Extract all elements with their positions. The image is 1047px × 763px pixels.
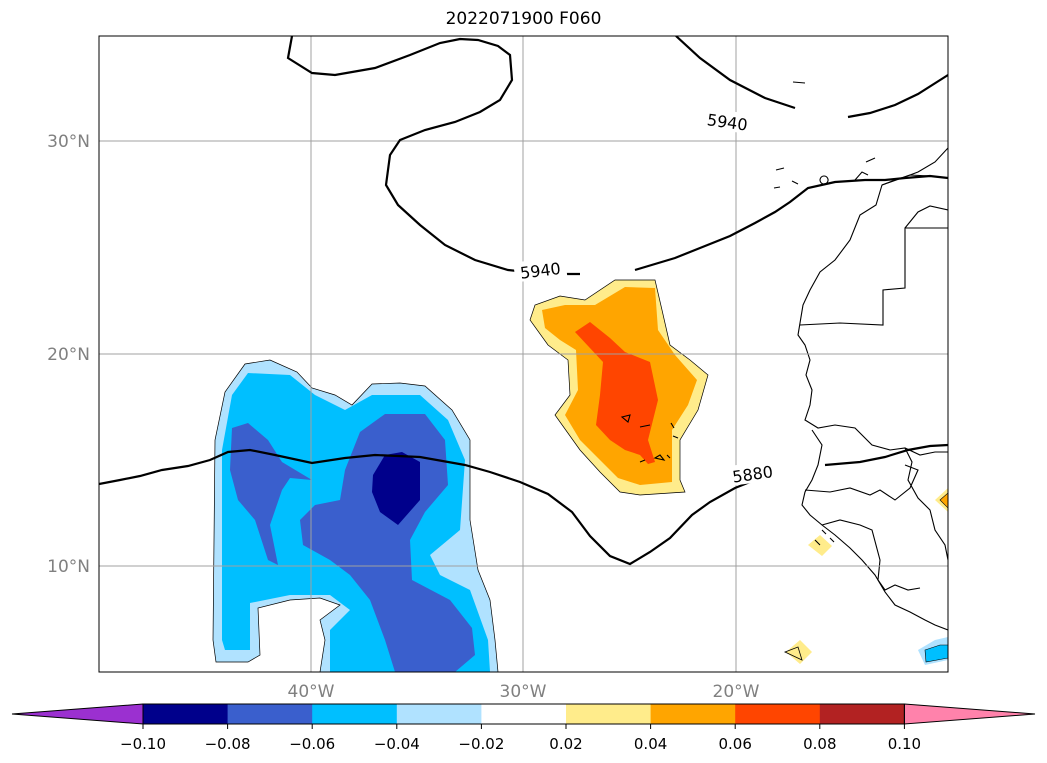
contour-5940-lower-right — [634, 174, 948, 272]
colorbar-swatch-0 — [143, 704, 229, 724]
anomaly-fill-edge-se-inner — [924, 644, 948, 663]
anomaly-outline-small — [783, 646, 803, 661]
colorbar-swatch-3 — [396, 704, 482, 724]
anomaly-fill-plus-004-e — [939, 492, 948, 509]
contour-5940-subtropical-high — [286, 36, 580, 276]
madeira — [792, 81, 806, 84]
colorbar-swatch-4 — [481, 704, 567, 724]
border-western-sahara — [799, 227, 948, 326]
positive-anomaly-region — [529, 279, 948, 664]
lon-label-40w: 40°W — [288, 682, 335, 702]
contour-label-bg-1 — [513, 256, 568, 283]
cape-verde-islands — [620, 414, 679, 463]
canary-islands — [773, 157, 876, 189]
colorbar: −0.10 −0.08 −0.06 −0.04 −0.02 0.02 0.04 0.06 0.0… — [11, 703, 1036, 753]
contour-label-bg-0 — [700, 107, 755, 135]
bijagos-islands — [814, 529, 835, 546]
colorbar-tick-label-6: 0.04 — [634, 735, 667, 753]
coastlines — [620, 81, 948, 631]
colorbar-frame — [142, 703, 905, 725]
anomaly-fill-minus-008 — [372, 452, 420, 525]
colorbar-tick-label-1: −0.08 — [205, 735, 251, 753]
border-guinea — [821, 519, 921, 591]
colorbar-tick-label-9: 0.10 — [888, 735, 921, 753]
colorbar-extend-low — [11, 703, 144, 725]
colorbar-swatch-1 — [227, 704, 313, 724]
map-title: 2022071900 F060 — [445, 9, 602, 29]
map-frame — [98, 35, 949, 673]
negative-anomaly-region — [212, 359, 948, 672]
contour-label-5940-1: 5940 — [519, 259, 562, 283]
colorbar-tick-label-5: 0.02 — [549, 735, 582, 753]
colorbar-extend-high — [903, 703, 1036, 725]
anomaly-fill-plus-006 — [575, 322, 658, 464]
colorbar-swatch-5 — [566, 704, 652, 724]
lat-label-20n: 20°N — [47, 345, 90, 365]
colorbar-swatch-7 — [735, 704, 821, 724]
anomaly-fill-minus-006 — [230, 423, 312, 565]
colorbar-tick-label-2: −0.06 — [289, 735, 335, 753]
lat-label-30n: 30°N — [47, 132, 90, 152]
colorbar-tick-label-7: 0.06 — [718, 735, 751, 753]
colorbar-swatch-2 — [312, 704, 398, 724]
colorbar-swatch-8 — [819, 704, 905, 724]
colorbar-swatch-6 — [650, 704, 736, 724]
colorbar-tick-label-4: −0.02 — [458, 735, 504, 753]
border-mauritania-senegal — [804, 464, 919, 501]
colorbar-tick-label-8: 0.08 — [803, 735, 836, 753]
border-mali — [904, 447, 948, 561]
africa-coastline — [797, 147, 948, 456]
africa-coastline-south — [801, 429, 948, 631]
contour-5880-east — [824, 443, 948, 467]
gridlines — [99, 36, 948, 672]
colorbar-tick-label-3: −0.04 — [374, 735, 420, 753]
anomaly-fill-minus-006b — [300, 414, 475, 672]
colorbar-tick-label-0: −0.10 — [120, 735, 166, 753]
height-contours — [99, 36, 948, 566]
lat-label-10n: 10°N — [47, 557, 90, 577]
anomaly-fill-plus-002-s — [786, 640, 812, 664]
border-w-sahara-north — [904, 205, 948, 229]
anomaly-fill-plus-002-w-africa — [808, 535, 832, 556]
contour-label-bg-2 — [725, 459, 780, 487]
contour-5940-upper-right-2 — [847, 74, 948, 119]
contour-5880 — [99, 448, 771, 566]
contour-5940-upper-right — [675, 36, 796, 110]
lon-label-20w: 20°W — [713, 682, 760, 702]
lon-label-30w: 30°W — [500, 682, 547, 702]
